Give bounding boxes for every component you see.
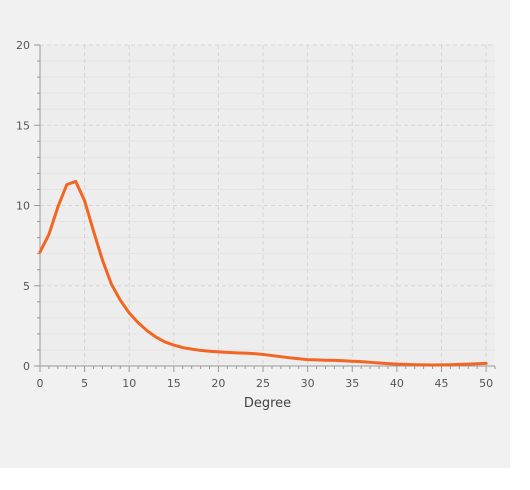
x-tick-label: 40 xyxy=(390,377,404,390)
x-tick-label: 45 xyxy=(434,377,448,390)
x-tick-label: 50 xyxy=(479,377,493,390)
x-tick-label: 30 xyxy=(301,377,315,390)
minor-gridlines xyxy=(40,60,495,351)
y-tick-label: 20 xyxy=(16,39,30,52)
x-tick-label: 15 xyxy=(167,377,181,390)
series-layer xyxy=(38,179,488,367)
x-axis-title: Degree xyxy=(244,396,291,411)
tick-labels: 0 5 10 15 20 25 30 35 40 45 50 0 5 10 15 20 xyxy=(16,39,493,390)
x-tick-label: 0 xyxy=(37,377,44,390)
x-tick-label: 35 xyxy=(345,377,359,390)
series-line xyxy=(38,179,488,367)
x-tick-label: 10 xyxy=(122,377,136,390)
y-tick-label: 10 xyxy=(16,200,30,213)
x-tick-label: 25 xyxy=(256,377,270,390)
x-tick-label: 20 xyxy=(211,377,225,390)
y-tick-label: 0 xyxy=(23,360,30,373)
y-tick-label: 15 xyxy=(16,119,30,132)
x-tick-label: 5 xyxy=(81,377,88,390)
y-tick-label: 5 xyxy=(23,280,30,293)
